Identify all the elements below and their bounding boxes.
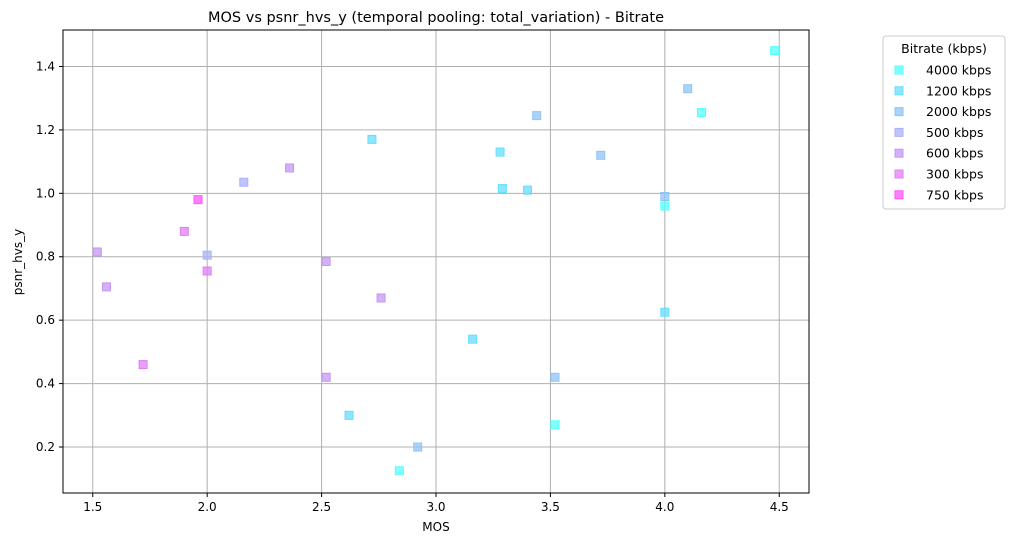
x-tick-label: 1.5 (83, 500, 102, 514)
data-point (344, 410, 354, 420)
data-point (179, 226, 189, 236)
y-tick-label: 0.8 (36, 250, 55, 264)
legend: Bitrate (kbps) 4000 kbps 1200 kbps 2000 kb… (882, 35, 1006, 210)
data-point (285, 163, 295, 173)
grid (63, 30, 809, 493)
data-point (696, 107, 706, 117)
x-tick-label: 4.5 (770, 500, 789, 514)
data-point (523, 185, 533, 195)
data-point (202, 250, 212, 260)
data-point (376, 293, 386, 303)
y-axis-ticks: 0.2 0.4 0.6 0.8 1.0 1.2 1.4 (36, 59, 63, 454)
data-point (468, 334, 478, 344)
y-tick-label: 0.4 (36, 377, 55, 391)
legend-marker (894, 190, 904, 200)
data-point (367, 134, 377, 144)
legend-label: 1200 kbps (926, 83, 991, 98)
legend-label: 750 kbps (926, 187, 983, 202)
data-point (202, 266, 212, 276)
chart-title: MOS vs psnr_hvs_y (temporal pooling: tot… (208, 10, 664, 26)
legend-marker (894, 107, 904, 117)
y-tick-label: 0.2 (36, 440, 55, 454)
legend-marker (894, 148, 904, 158)
x-tick-label: 2.0 (198, 500, 217, 514)
legend-title: Bitrate (kbps) (901, 41, 987, 56)
data-point (532, 111, 542, 121)
x-axis-label: MOS (422, 520, 449, 534)
x-tick-label: 3.5 (541, 500, 560, 514)
legend-label: 4000 kbps (926, 63, 991, 78)
data-point (770, 46, 780, 56)
legend-frame (882, 35, 1006, 210)
data-point (683, 84, 693, 94)
data-point (138, 360, 148, 370)
legend-marker (894, 86, 904, 96)
legend-marker (894, 65, 904, 75)
legend-label: 600 kbps (926, 146, 983, 161)
data-point (193, 195, 203, 205)
data-point (321, 372, 331, 382)
data-point (394, 466, 404, 476)
data-point (660, 191, 670, 201)
x-tick-label: 3.0 (426, 500, 445, 514)
data-point (497, 184, 507, 194)
legend-label: 500 kbps (926, 125, 983, 140)
y-tick-label: 1.4 (36, 59, 55, 73)
data-point (495, 147, 505, 157)
legend-entries: 4000 kbps 1200 kbps 2000 kbps 500 kbps 600 k… (894, 63, 991, 202)
data-point (92, 247, 102, 257)
legend-marker (894, 169, 904, 179)
legend-label: 2000 kbps (926, 104, 991, 119)
data-point (550, 420, 560, 430)
legend-label: 300 kbps (926, 167, 983, 182)
data-point (413, 442, 423, 452)
x-tick-label: 2.5 (312, 500, 331, 514)
data-point (660, 307, 670, 317)
data-points (92, 46, 780, 476)
data-point (596, 150, 606, 160)
x-tick-label: 4.0 (655, 500, 674, 514)
data-point (321, 257, 331, 266)
y-tick-label: 1.2 (36, 123, 55, 137)
data-point (550, 372, 560, 382)
data-point (660, 201, 670, 211)
legend-marker (894, 127, 904, 137)
y-tick-label: 0.6 (36, 313, 55, 327)
x-axis-ticks: 1.5 2.0 2.5 3.0 3.5 4.0 4.5 (83, 493, 789, 514)
data-point (239, 177, 249, 187)
data-point (101, 282, 111, 292)
y-tick-label: 1.0 (36, 186, 55, 200)
y-axis-label: psnr_hvs_y (11, 229, 25, 295)
